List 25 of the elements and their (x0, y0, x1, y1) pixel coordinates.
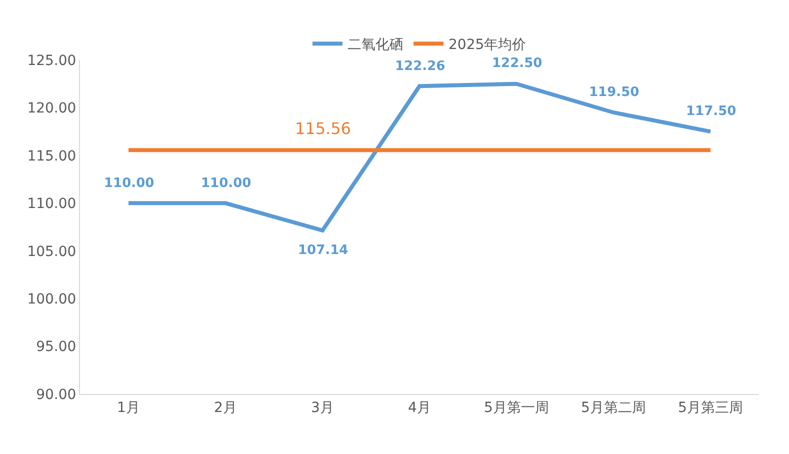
y-tick-label: 110.00 (27, 196, 76, 212)
data-label: 115.56 (295, 119, 351, 138)
data-label: 110.00 (201, 176, 252, 191)
x-tick-label: 1月 (117, 400, 140, 416)
y-tick-label: 100.00 (27, 291, 76, 308)
y-tick-label: 115.00 (27, 148, 76, 164)
y-tick-label: 95.00 (36, 339, 76, 356)
x-tick-label: 2月 (214, 400, 237, 416)
x-tick-label: 5月第三周 (678, 400, 743, 416)
data-label: 122.26 (395, 59, 446, 74)
x-tick-label: 3月 (311, 400, 334, 416)
data-label: 110.00 (104, 176, 154, 191)
y-tick-label: 90.00 (36, 386, 76, 403)
y-tick-label: 105.00 (27, 244, 76, 260)
x-tick-label: 5月第二周 (581, 400, 646, 416)
data-label: 107.14 (298, 243, 348, 258)
data-label: 122.50 (492, 56, 542, 71)
y-tick-label: 125.00 (27, 52, 76, 69)
data-label: 117.50 (686, 104, 736, 119)
data-label: 119.50 (589, 85, 640, 100)
legend-label: 2025年均价 (448, 37, 526, 54)
y-tick-label: 120.00 (27, 100, 76, 117)
x-tick-label: 4月 (408, 400, 431, 416)
legend-label: 二氧化硒 (348, 37, 404, 54)
x-tick-label: 5月第一周 (484, 400, 549, 416)
